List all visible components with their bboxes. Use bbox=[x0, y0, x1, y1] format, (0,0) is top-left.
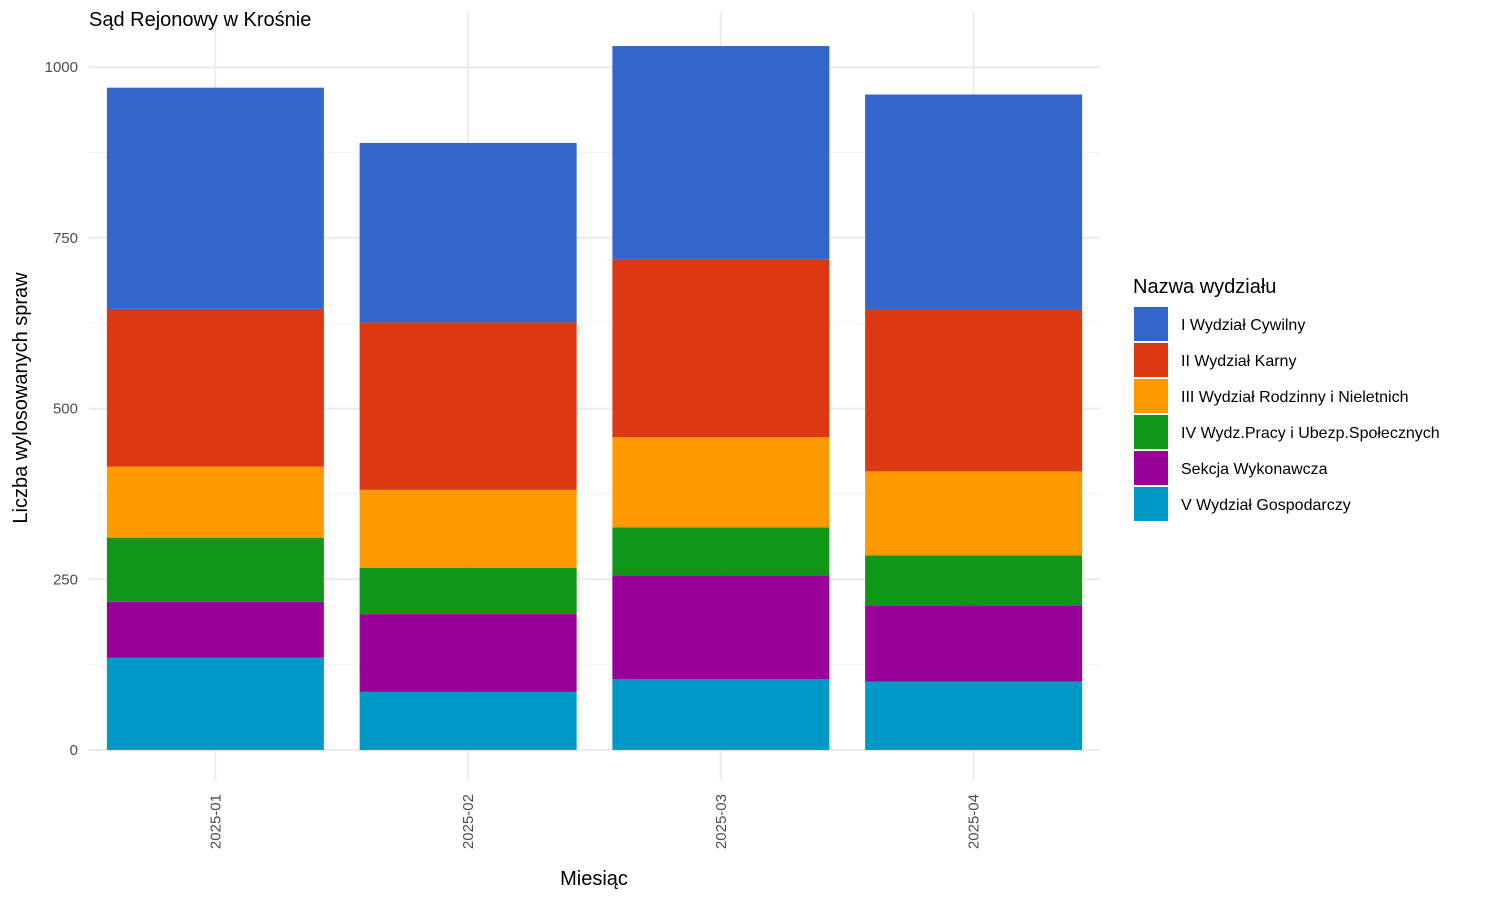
y-tick-label: 500 bbox=[53, 401, 78, 418]
y-tick-label: 750 bbox=[53, 230, 78, 247]
x-axis-title: Miesiąc bbox=[560, 868, 628, 890]
bar-segment: II Wydział Karny 2025-04: 237 bbox=[865, 309, 1083, 472]
bar-segment: IV Wydz.Pracy i Ubezp.Społecznych 2025-0… bbox=[612, 527, 830, 576]
bar-segment: IV Wydz.Pracy i Ubezp.Społecznych 2025-0… bbox=[865, 555, 1083, 606]
legend-swatch bbox=[1134, 415, 1168, 449]
bar-segment: III Wydział Rodzinny i Nieletnich 2025-0… bbox=[106, 466, 324, 538]
bar-segment: II Wydział Karny 2025-03: 260 bbox=[612, 259, 830, 438]
legend-swatch bbox=[1134, 451, 1168, 485]
legend-label: IV Wydz.Pracy i Ubezp.Społecznych bbox=[1181, 425, 1440, 442]
bar-segment: Sekcja Wykonawcza 2025-02: 114 bbox=[359, 614, 577, 692]
legend-swatch bbox=[1134, 487, 1168, 521]
y-axis-ticks: 0 250 500 750 1000 bbox=[45, 59, 78, 759]
legend-label: II Wydział Karny bbox=[1181, 353, 1296, 370]
x-tick-label: 2025-03 bbox=[713, 794, 730, 849]
bar-segment: I Wydział Cywilny 2025-01: 324 bbox=[106, 87, 324, 309]
legend-label: Sekcja Wykonawcza bbox=[1181, 461, 1328, 478]
y-tick-label: 0 bbox=[70, 742, 78, 759]
bar-segment: Sekcja Wykonawcza 2025-01: 82 bbox=[106, 601, 324, 658]
x-axis-ticks: 2025-01 2025-02 2025-03 2025-04 bbox=[207, 794, 982, 849]
bar-segment: I Wydział Cywilny 2025-02: 263 bbox=[359, 142, 577, 323]
x-tick-label: 2025-01 bbox=[207, 794, 224, 849]
x-tick-label: 2025-02 bbox=[460, 794, 477, 849]
bar-segment: II Wydział Karny 2025-01: 231 bbox=[106, 308, 324, 467]
bar-segment: II Wydział Karny 2025-02: 245 bbox=[359, 322, 577, 490]
y-axis-title: Liczba wylosowanych spraw bbox=[10, 272, 32, 524]
legend-label: I Wydział Cywilny bbox=[1181, 317, 1305, 334]
bar-segment: V Wydział Gospodarczy 2025-04: 100 bbox=[865, 681, 1083, 750]
bar-segment: Sekcja Wykonawcza 2025-03: 152 bbox=[612, 575, 830, 679]
bar-segment: I Wydział Cywilny 2025-03: 313 bbox=[612, 46, 830, 260]
chart-title: Sąd Rejonowy w Krośnie bbox=[89, 9, 311, 31]
bar-segment: IV Wydz.Pracy i Ubezp.Społecznych 2025-0… bbox=[106, 537, 324, 602]
bar-segment: I Wydział Cywilny 2025-04: 315 bbox=[865, 94, 1083, 310]
legend-label: V Wydział Gospodarczy bbox=[1181, 497, 1351, 514]
legend-swatch bbox=[1134, 379, 1168, 413]
legend-swatch bbox=[1134, 343, 1168, 377]
legend: I Wydział Cywilny II Wydział Karny III Wyd… bbox=[1134, 307, 1440, 521]
bar-segment: III Wydział Rodzinny i Nieletnich 2025-0… bbox=[865, 471, 1083, 556]
legend-label: III Wydział Rodzinny i Nieletnich bbox=[1181, 389, 1409, 406]
y-tick-label: 250 bbox=[53, 571, 78, 588]
x-tick-label: 2025-04 bbox=[966, 794, 983, 849]
y-tick-label: 1000 bbox=[45, 59, 78, 76]
bar-segment: III Wydział Rodzinny i Nieletnich 2025-0… bbox=[612, 437, 830, 528]
bar-segment: Sekcja Wykonawcza 2025-04: 112 bbox=[865, 605, 1083, 682]
bar-segment: V Wydział Gospodarczy 2025-01: 135 bbox=[106, 657, 324, 750]
bar-segment: V Wydział Gospodarczy 2025-03: 104 bbox=[612, 678, 830, 750]
bar-segment: III Wydział Rodzinny i Nieletnich 2025-0… bbox=[359, 489, 577, 568]
bar-segment: IV Wydz.Pracy i Ubezp.Społecznych 2025-0… bbox=[359, 567, 577, 615]
bars: V Wydział Gospodarczy 2025-01: 135Sekcja… bbox=[106, 46, 1083, 750]
legend-title: Nazwa wydziału bbox=[1133, 276, 1276, 298]
legend-swatch bbox=[1134, 307, 1168, 341]
bar-segment: V Wydział Gospodarczy 2025-02: 85 bbox=[359, 691, 577, 750]
